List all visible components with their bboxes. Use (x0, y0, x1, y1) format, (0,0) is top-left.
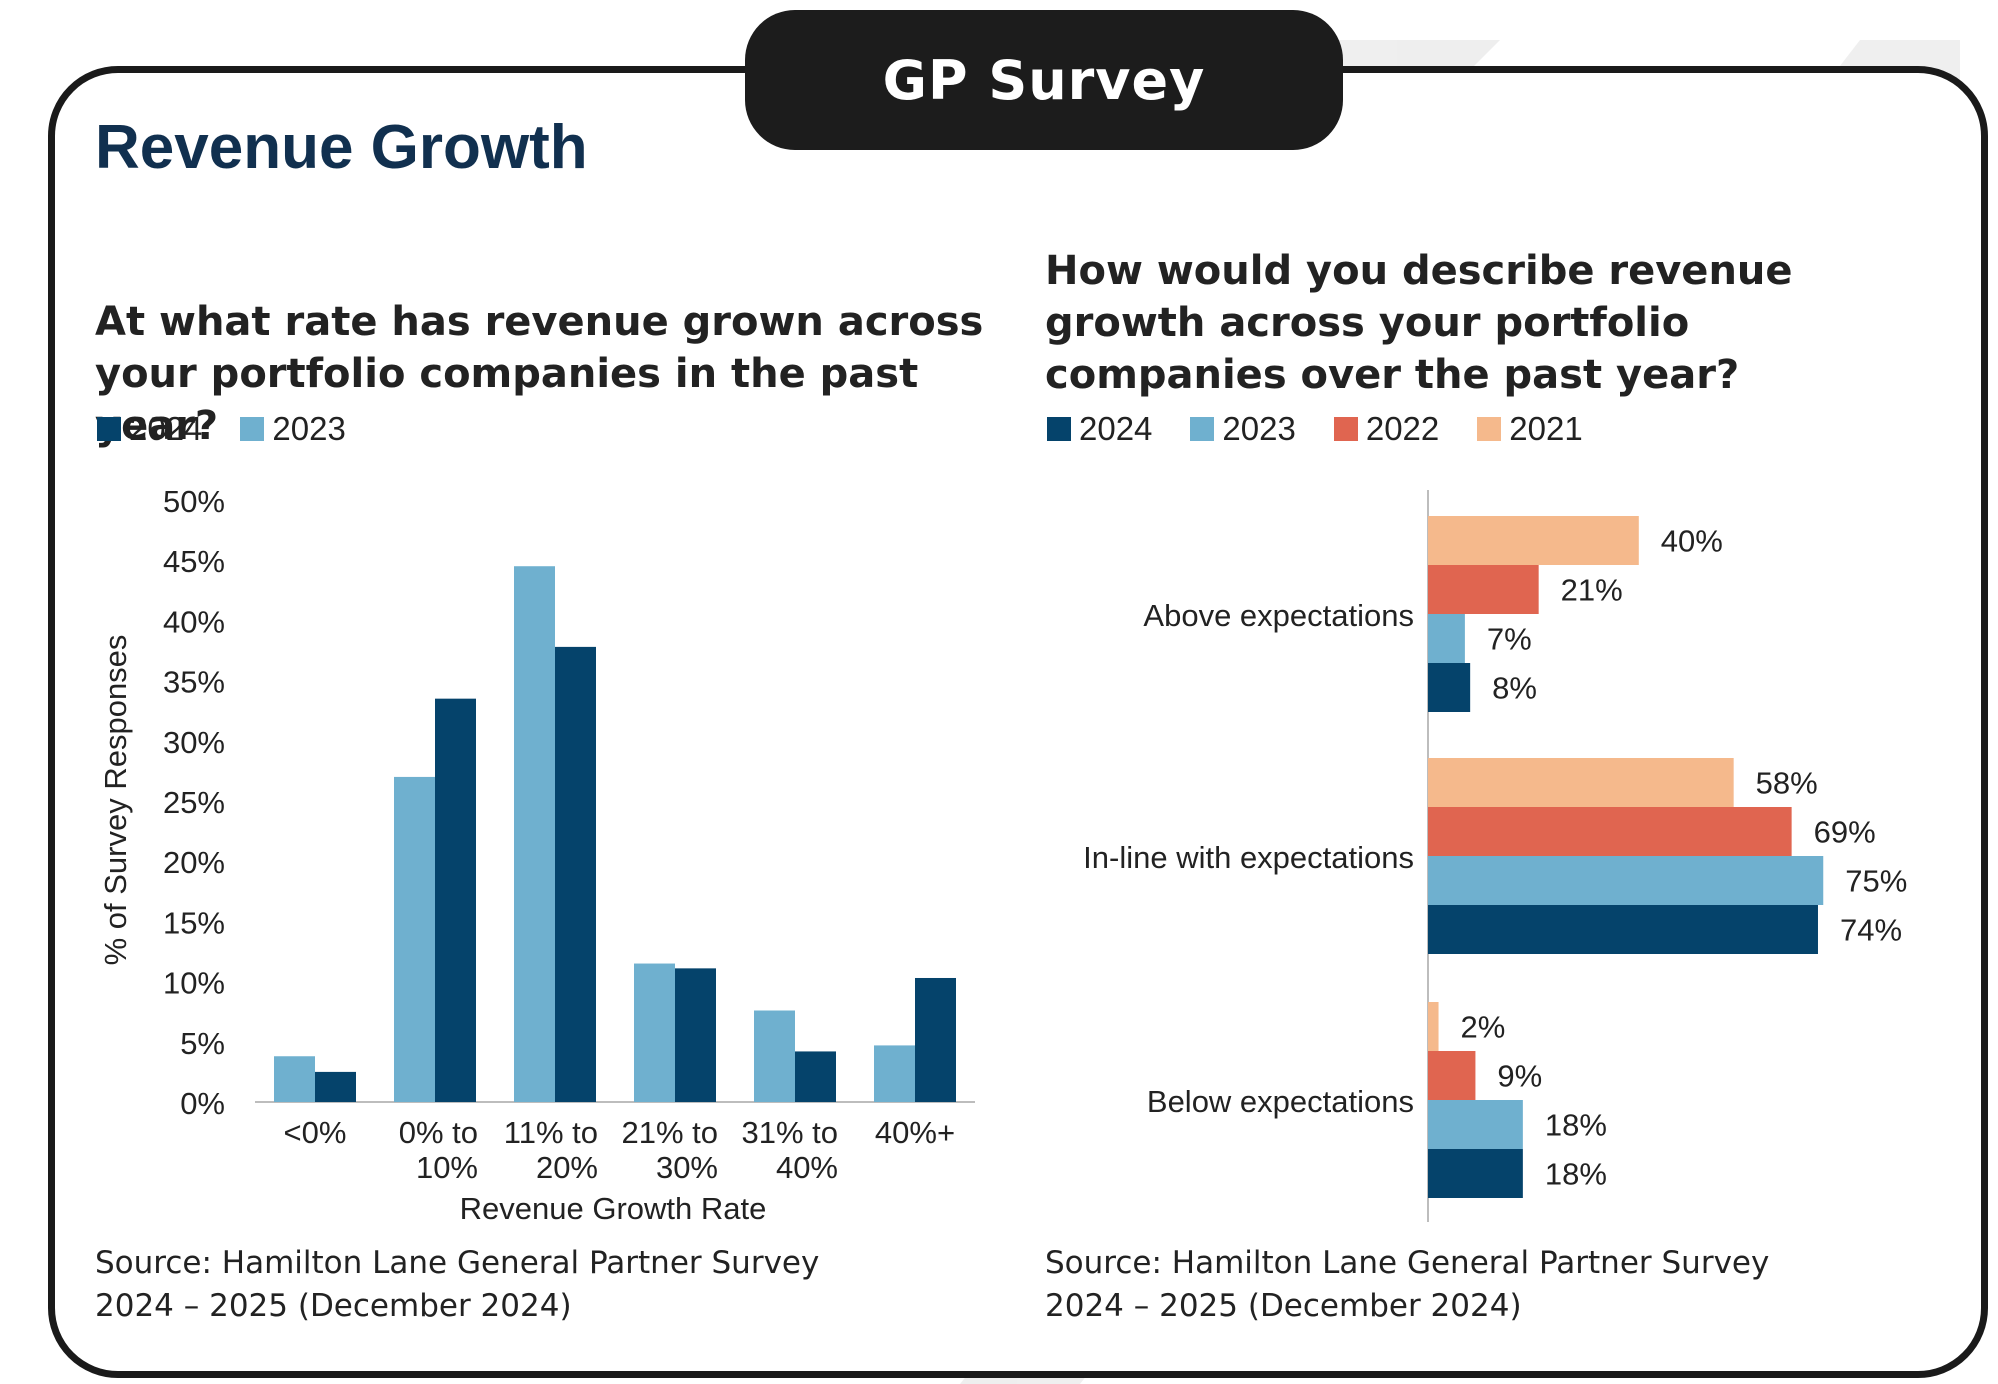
bar-2022 (1428, 1051, 1476, 1100)
x-axis-title: Revenue Growth Rate (460, 1191, 767, 1226)
y-tick-label: 15% (163, 905, 225, 940)
bar-2024 (1428, 663, 1471, 712)
legend-swatch (1190, 417, 1215, 441)
x-tick-label: 0% to 10% (399, 1115, 478, 1185)
y-tick-label: 5% (180, 1026, 225, 1061)
legend-label: 2024 (1079, 410, 1153, 447)
data-label: 2% (1461, 1010, 1506, 1045)
data-label: 21% (1561, 573, 1623, 608)
x-tick-label: 11% to 20% (504, 1115, 598, 1185)
y-tick-label: 40% (163, 604, 225, 639)
legend-swatch (1333, 417, 1358, 441)
data-label: 69% (1814, 815, 1876, 850)
data-label: 75% (1845, 864, 1907, 899)
bar-2024 (675, 968, 716, 1102)
legend-label: 2022 (1365, 410, 1440, 447)
data-label: 74% (1840, 913, 1902, 948)
legend-label: 2023 (1222, 410, 1296, 447)
bar-2024 (795, 1051, 836, 1102)
data-label: 40% (1661, 524, 1723, 559)
bar-2023 (1428, 1100, 1523, 1149)
bar-2021 (1428, 758, 1734, 807)
legend-item-2024: 2024 (1047, 410, 1152, 448)
badge-label: GP Survey (882, 48, 1206, 112)
left-legend: 2024 2023 (97, 410, 346, 448)
bar-2023 (394, 776, 435, 1102)
y-tick-label: 45% (163, 544, 225, 579)
data-label: 58% (1756, 766, 1818, 801)
y-tick-label: 35% (163, 665, 225, 700)
bar-2024 (915, 977, 956, 1102)
x-tick-label: 21% to 30% (621, 1115, 718, 1185)
right-source-note: Source: Hamilton Lane General Partner Su… (1045, 1245, 1770, 1324)
data-label: 8% (1492, 671, 1537, 706)
x-tick-label: 40%+ (875, 1115, 955, 1150)
bar-2023 (874, 1045, 915, 1102)
legend-label: 2024 (129, 410, 203, 447)
data-label: 9% (1497, 1059, 1542, 1094)
legend-label: 2023 (272, 410, 346, 447)
revenue-growth-rate-chart: 0% 5% 10% 15% 20% 25% 30% 35% 40% 45% 50% <0% 0% to 1… (98, 484, 975, 1226)
y-tick-label: 10% (163, 966, 225, 1001)
bar-2024 (1428, 905, 1818, 954)
category-label: Below expectations (1147, 1084, 1414, 1119)
bar-2023 (1428, 856, 1824, 905)
bar-2023 (514, 566, 555, 1102)
bar-2022 (1428, 807, 1792, 856)
right-legend: 2024 2023 2022 2021 (1047, 410, 1583, 448)
revenue-expectations-chart: Above expectations 40% 21% 7% 8% In-line with… (1083, 490, 1907, 1222)
x-tick-label: <0% (284, 1115, 347, 1150)
bar-2023 (754, 1010, 795, 1102)
legend-item-2023: 2023 (240, 410, 346, 448)
left-question: At what rate has revenue grown across yo… (95, 299, 984, 449)
page-title: Revenue Growth (95, 113, 588, 182)
gp-survey-badge: GP Survey (745, 10, 1343, 150)
legend-label: 2021 (1509, 410, 1583, 447)
legend-swatch (1047, 417, 1071, 441)
y-tick-label: 0% (180, 1086, 225, 1121)
legend-swatch (97, 417, 121, 441)
legend-item-2022: 2022 (1333, 410, 1440, 448)
y-tick-label: 25% (163, 785, 225, 820)
bar-2021 (1428, 1002, 1439, 1051)
legend-item-2021: 2021 (1477, 410, 1583, 448)
legend-item-2023: 2023 (1190, 410, 1296, 448)
category-label: In-line with expectations (1083, 840, 1414, 875)
data-label: 7% (1487, 622, 1532, 657)
y-tick-label: 30% (163, 725, 225, 760)
y-tick-label: 20% (163, 845, 225, 880)
card-frame (48, 66, 1988, 1378)
y-tick-label: 50% (163, 484, 225, 519)
left-source-note: Source: Hamilton Lane General Partner Su… (95, 1245, 820, 1324)
legend-swatch (240, 417, 265, 441)
bar-2023 (1428, 614, 1465, 663)
x-tick-label: 31% to 40% (741, 1115, 838, 1185)
y-axis-title: % of Survey Responses (98, 635, 133, 966)
bar-2024 (1428, 1149, 1523, 1198)
bar-2024 (435, 698, 476, 1102)
category-label: Above expectations (1143, 598, 1414, 633)
bar-2024 (555, 646, 596, 1102)
bar-2024 (315, 1071, 356, 1102)
bar-2021 (1428, 516, 1639, 565)
bar-2023 (274, 1056, 315, 1102)
data-label: 18% (1545, 1157, 1607, 1192)
right-question: How would you describe revenue growth ac… (1045, 248, 1793, 398)
bar-2023 (634, 963, 675, 1102)
data-label: 18% (1545, 1108, 1607, 1143)
legend-item-2024: 2024 (97, 410, 202, 448)
bar-2022 (1428, 565, 1539, 614)
legend-swatch (1477, 417, 1502, 441)
